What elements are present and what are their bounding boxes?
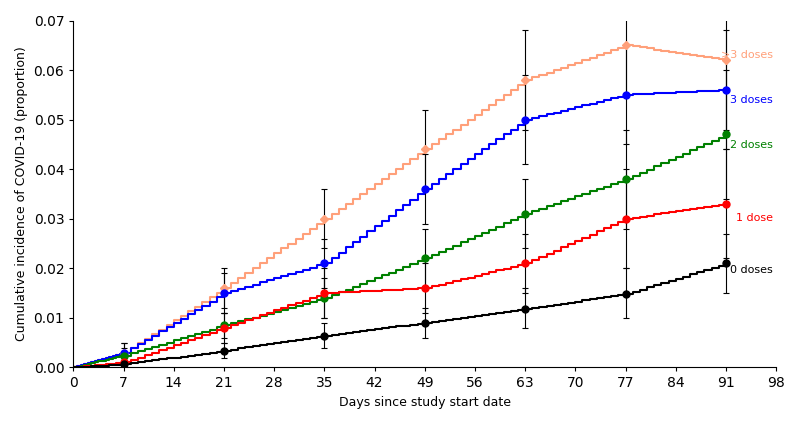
Text: 2 doses: 2 doses	[730, 140, 773, 151]
Text: 1 dose: 1 dose	[736, 213, 773, 223]
X-axis label: Days since study start date: Days since study start date	[338, 396, 510, 409]
Text: >3 doses: >3 doses	[721, 50, 773, 60]
Text: 0 doses: 0 doses	[730, 265, 773, 275]
Text: 3 doses: 3 doses	[730, 95, 773, 105]
Y-axis label: Cumulative incidence of COVID-19 (proportion): Cumulative incidence of COVID-19 (propor…	[15, 47, 28, 341]
